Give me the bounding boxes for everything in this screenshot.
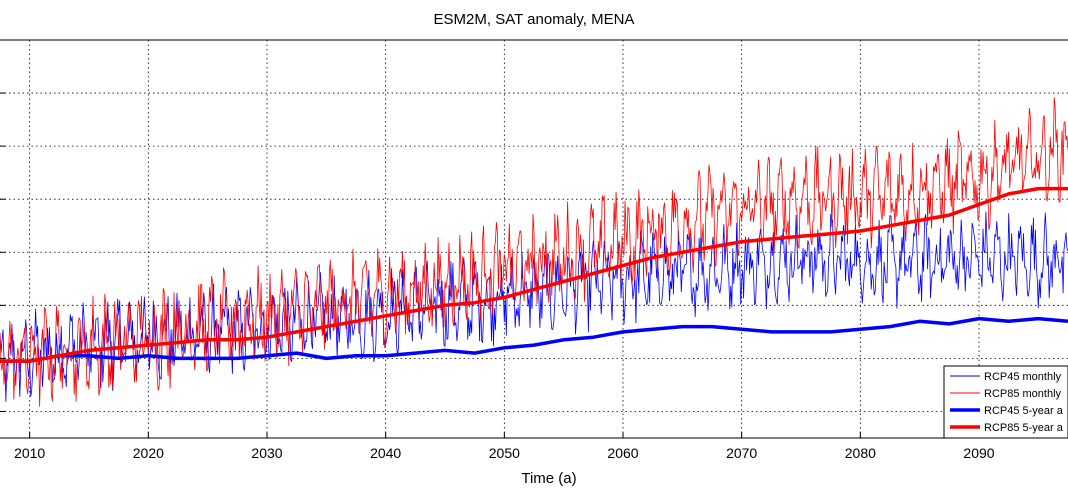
grid <box>0 40 1068 438</box>
series-line <box>0 97 1068 407</box>
x-tick-label: 2090 <box>963 445 994 461</box>
x-axis-label: Time (a) <box>521 470 576 487</box>
chart-title: ESM2M, SAT anomaly, MENA <box>434 11 635 28</box>
series-line <box>0 186 1068 363</box>
axes <box>0 39 1068 439</box>
x-tick-label: 2040 <box>370 445 401 461</box>
legend-label: RCP85 5-year a <box>984 422 1064 434</box>
legend-label: RCP85 monthly <box>984 388 1062 400</box>
x-tick-label: 2030 <box>251 445 282 461</box>
x-tick-label: 2020 <box>133 445 164 461</box>
x-tick-label: 2070 <box>726 445 757 461</box>
legend: RCP45 monthly RCP85 monthly RCP45 5-year a… <box>943 365 1068 439</box>
x-tick-label: 2060 <box>607 445 638 461</box>
legend-label: RCP45 monthly <box>984 371 1062 383</box>
series-line <box>0 316 1068 363</box>
x-tick-label: 2080 <box>845 445 876 461</box>
x-tick-label: 2050 <box>489 445 520 461</box>
legend-label: RCP45 5-year a <box>984 405 1064 417</box>
x-tick-label: 2010 <box>14 445 45 461</box>
plot-series <box>0 97 1068 407</box>
x-ticks: 2010 2020 2030 2040 2050 2060 2070 2080 2090 <box>14 445 995 461</box>
